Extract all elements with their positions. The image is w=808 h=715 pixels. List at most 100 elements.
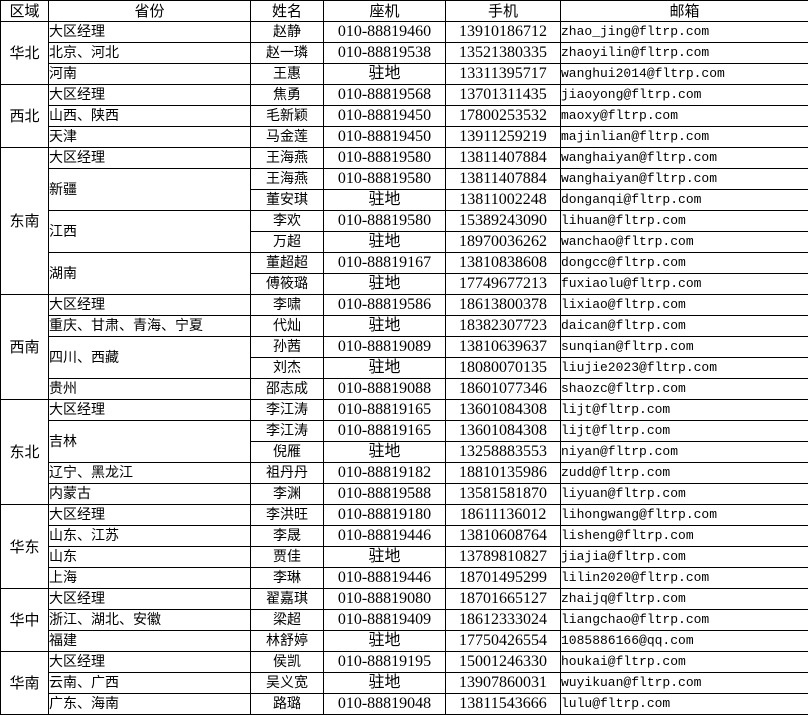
region-cell: 华中 — [1, 589, 49, 652]
name-cell: 孙茜 — [251, 337, 324, 358]
landline-cell: 010-88819450 — [324, 127, 446, 148]
mobile-cell: 13581581870 — [446, 484, 561, 505]
name-cell: 焦勇 — [251, 85, 324, 106]
email-cell: lilin2020@fltrp.com — [561, 568, 808, 589]
name-cell: 李琳 — [251, 568, 324, 589]
email-cell: liangchao@fltrp.com — [561, 610, 808, 631]
email-cell: houkai@fltrp.com — [561, 652, 808, 673]
province-cell: 大区经理 — [49, 85, 251, 106]
mobile-cell: 18701665127 — [446, 589, 561, 610]
province-cell: 大区经理 — [49, 22, 251, 43]
landline-cell: 010-88819180 — [324, 505, 446, 526]
email-cell: jiajia@fltrp.com — [561, 547, 808, 568]
name-cell: 倪雁 — [251, 442, 324, 463]
mobile-cell: 15001246330 — [446, 652, 561, 673]
mobile-cell: 13810608764 — [446, 526, 561, 547]
mobile-cell: 13601084308 — [446, 400, 561, 421]
email-cell: zhao_jing@fltrp.com — [561, 22, 808, 43]
landline-cell: 010-88819538 — [324, 43, 446, 64]
email-cell: zudd@fltrp.com — [561, 463, 808, 484]
landline-cell: 010-88819450 — [324, 106, 446, 127]
mobile-cell: 18611136012 — [446, 505, 561, 526]
province-cell: 新疆 — [49, 169, 251, 211]
name-cell: 赵一璘 — [251, 43, 324, 64]
region-cell: 东南 — [1, 148, 49, 295]
mobile-cell: 18810135986 — [446, 463, 561, 484]
landline-cell: 010-88819580 — [324, 169, 446, 190]
region-cell: 东北 — [1, 400, 49, 505]
landline-cell: 010-88819165 — [324, 421, 446, 442]
name-cell: 吴义宽 — [251, 673, 324, 694]
region-cell: 华北 — [1, 22, 49, 85]
mobile-cell: 13258883553 — [446, 442, 561, 463]
email-cell: daican@fltrp.com — [561, 316, 808, 337]
province-cell: 大区经理 — [49, 400, 251, 421]
name-cell: 万超 — [251, 232, 324, 253]
email-cell: dongcc@fltrp.com — [561, 253, 808, 274]
email-cell: lijt@fltrp.com — [561, 400, 808, 421]
email-cell: niyan@fltrp.com — [561, 442, 808, 463]
name-cell: 贾佳 — [251, 547, 324, 568]
email-cell: wanghui2014@fltrp.com — [561, 64, 808, 85]
landline-cell: 驻地 — [324, 547, 446, 568]
province-cell: 重庆、甘肃、青海、宁夏 — [49, 316, 251, 337]
name-cell: 李渊 — [251, 484, 324, 505]
landline-cell: 010-88819586 — [324, 295, 446, 316]
email-cell: zhaijq@fltrp.com — [561, 589, 808, 610]
name-cell: 梁超 — [251, 610, 324, 631]
province-cell: 山西、陕西 — [49, 106, 251, 127]
landline-cell: 010-88819080 — [324, 589, 446, 610]
province-cell: 大区经理 — [49, 505, 251, 526]
landline-cell: 010-88819195 — [324, 652, 446, 673]
email-cell: zhaoyilin@fltrp.com — [561, 43, 808, 64]
header-landline: 座机 — [324, 1, 446, 22]
email-cell: fuxiaolu@fltrp.com — [561, 274, 808, 295]
mobile-cell: 18970036262 — [446, 232, 561, 253]
mobile-cell: 18612333024 — [446, 610, 561, 631]
province-cell: 辽宁、黑龙江 — [49, 463, 251, 484]
email-cell: lulu@fltrp.com — [561, 694, 808, 715]
landline-cell: 010-88819580 — [324, 211, 446, 232]
province-cell: 北京、河北 — [49, 43, 251, 64]
region-cell: 华南 — [1, 652, 49, 715]
province-cell: 大区经理 — [49, 148, 251, 169]
name-cell: 翟嘉琪 — [251, 589, 324, 610]
landline-cell: 010-88819089 — [324, 337, 446, 358]
mobile-cell: 18382307723 — [446, 316, 561, 337]
header-mobile: 手机 — [446, 1, 561, 22]
email-cell: 1085886166@qq.com — [561, 631, 808, 652]
province-cell: 内蒙古 — [49, 484, 251, 505]
mobile-cell: 13911259219 — [446, 127, 561, 148]
mobile-cell: 13810838608 — [446, 253, 561, 274]
landline-cell: 驻地 — [324, 64, 446, 85]
province-cell: 吉林 — [49, 421, 251, 463]
province-cell: 天津 — [49, 127, 251, 148]
landline-cell: 驻地 — [324, 274, 446, 295]
mobile-cell: 18080070135 — [446, 358, 561, 379]
mobile-cell: 13789810827 — [446, 547, 561, 568]
province-cell: 河南 — [49, 64, 251, 85]
mobile-cell: 13601084308 — [446, 421, 561, 442]
landline-cell: 驻地 — [324, 673, 446, 694]
landline-cell: 010-88819588 — [324, 484, 446, 505]
mobile-cell: 13811407884 — [446, 148, 561, 169]
name-cell: 李江涛 — [251, 421, 324, 442]
name-cell: 毛新颖 — [251, 106, 324, 127]
province-cell: 大区经理 — [49, 589, 251, 610]
name-cell: 邵志成 — [251, 379, 324, 400]
header-name: 姓名 — [251, 1, 324, 22]
landline-cell: 010-88819048 — [324, 694, 446, 715]
name-cell: 王惠 — [251, 64, 324, 85]
